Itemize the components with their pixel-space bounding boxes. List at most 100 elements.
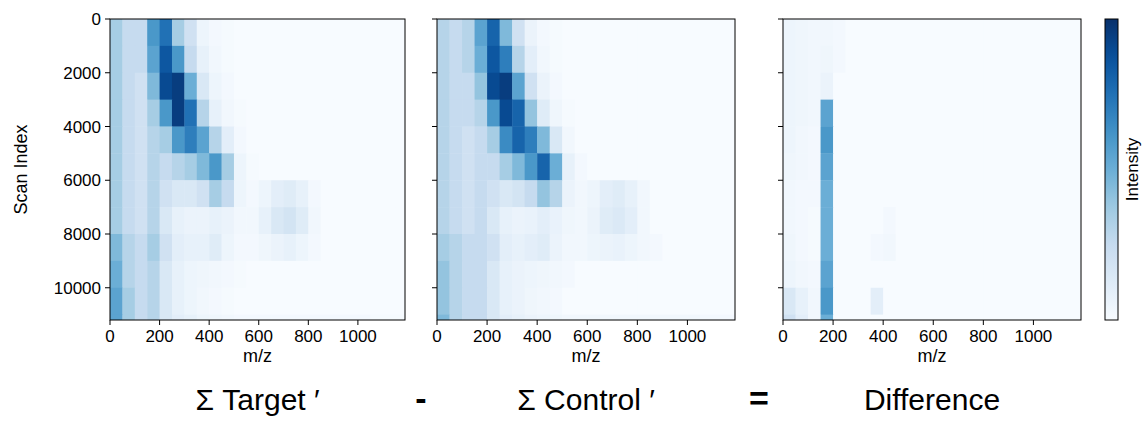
cell (971, 19, 984, 46)
cell (600, 100, 613, 127)
cell (450, 100, 463, 127)
cell (625, 46, 638, 73)
cell (625, 153, 638, 180)
cell (796, 19, 809, 46)
cell (487, 288, 500, 315)
cell (135, 19, 148, 46)
cell (462, 180, 475, 207)
cell (135, 46, 148, 73)
cell (370, 127, 383, 154)
cell (308, 315, 321, 320)
operator: = (749, 379, 769, 417)
cell (550, 207, 563, 234)
cell (321, 180, 334, 207)
cell (160, 19, 173, 46)
cell (525, 315, 538, 320)
cell (122, 180, 135, 207)
cell (908, 207, 921, 234)
cell (437, 207, 450, 234)
cell (346, 288, 359, 315)
cell (796, 315, 809, 320)
cell (846, 19, 859, 46)
cell (612, 315, 625, 320)
x-tick (933, 320, 934, 325)
cell (783, 19, 796, 46)
x-tick-label: 600 (919, 327, 947, 346)
cell (1071, 73, 1081, 100)
cell (933, 207, 946, 234)
cell (1058, 153, 1071, 180)
cell (600, 46, 613, 73)
cell (612, 46, 625, 73)
cell (197, 234, 210, 261)
x-tick (159, 320, 160, 325)
cell (209, 315, 222, 320)
cell (321, 261, 334, 288)
figure: 020040060080010000200040006000800010000m… (0, 0, 1146, 423)
cell (1008, 46, 1021, 73)
cell (512, 180, 525, 207)
cell (437, 315, 450, 320)
cell (234, 127, 247, 154)
cell (946, 73, 959, 100)
cell (933, 127, 946, 154)
cell (958, 261, 971, 288)
cell (1021, 288, 1034, 315)
cell (587, 180, 600, 207)
cell (296, 73, 309, 100)
cell (525, 46, 538, 73)
cell (462, 288, 475, 315)
cell (625, 315, 638, 320)
cell (308, 234, 321, 261)
y-tick (432, 19, 437, 20)
cell (147, 234, 160, 261)
cell (122, 261, 135, 288)
cell (184, 315, 197, 320)
cell (333, 288, 346, 315)
cell (296, 261, 309, 288)
x-tick-label: 400 (869, 327, 897, 346)
cell (172, 100, 185, 127)
cell (512, 46, 525, 73)
cell (234, 153, 247, 180)
cell (321, 46, 334, 73)
cell (725, 234, 735, 261)
cell (321, 315, 334, 320)
cell (487, 73, 500, 100)
panel-caption: Σ Control ′ (517, 383, 655, 416)
cell (833, 234, 846, 261)
x-tick (209, 320, 210, 325)
cell (110, 100, 123, 127)
cell (587, 73, 600, 100)
cell (662, 180, 675, 207)
cell (197, 127, 210, 154)
cell (796, 100, 809, 127)
x-tick-label: 1000 (1015, 327, 1053, 346)
cell (971, 73, 984, 100)
cell (437, 261, 450, 288)
cell (725, 315, 735, 320)
cell (783, 100, 796, 127)
cell (612, 207, 625, 234)
cell (933, 180, 946, 207)
cell (871, 19, 884, 46)
cell (246, 73, 259, 100)
cell (562, 127, 575, 154)
cell (437, 46, 450, 73)
cell (600, 315, 613, 320)
cell (821, 153, 834, 180)
cell (308, 153, 321, 180)
cell (1033, 153, 1046, 180)
cell (700, 46, 713, 73)
cell (358, 288, 371, 315)
cell (525, 207, 538, 234)
cell (321, 153, 334, 180)
cell (908, 46, 921, 73)
cell (1008, 73, 1021, 100)
x-tick-label: 600 (245, 327, 273, 346)
cell (550, 288, 563, 315)
cell (796, 153, 809, 180)
cell (450, 207, 463, 234)
x-axis-title: m/z (572, 346, 601, 366)
cell (284, 100, 297, 127)
